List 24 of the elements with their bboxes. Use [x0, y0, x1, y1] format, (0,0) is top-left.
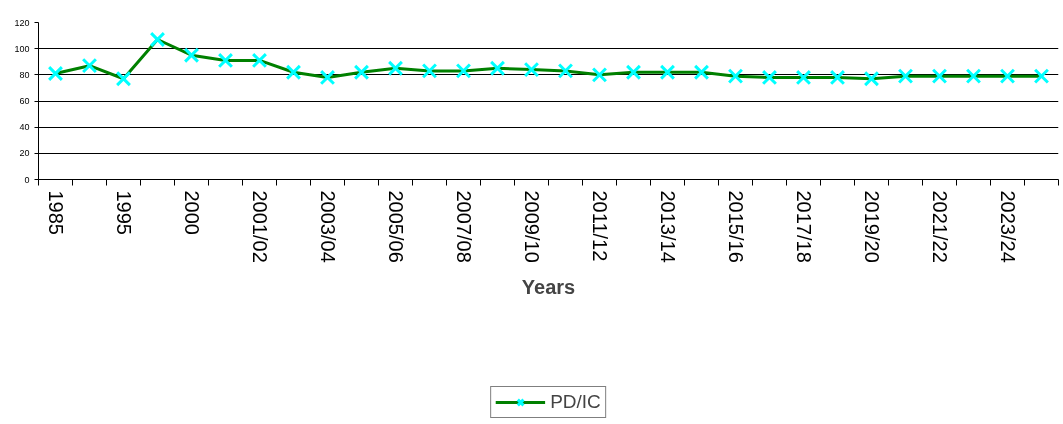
x-tick-label: 2009/10: [520, 190, 543, 263]
x-tick-label: 1985: [44, 190, 67, 235]
x-tick-label: 2013/14: [656, 190, 679, 263]
x-tick-label: 2019/20: [860, 190, 883, 263]
x-tick-label: 2001/02: [248, 190, 271, 263]
y-tick-label: 40: [19, 122, 30, 133]
x-tick-label: 2023/24: [996, 190, 1019, 263]
legend-label: PD/IC: [550, 391, 601, 413]
x-tick-label: 1995: [112, 190, 135, 235]
y-tick-label: 20: [19, 148, 30, 159]
x-tick-label: 2003/04: [316, 190, 339, 263]
x-tick-label: 2017/18: [792, 190, 815, 263]
x-tick-label: 2007/08: [452, 190, 475, 263]
y-tick-label: 80: [19, 69, 30, 80]
y-tick-label: 60: [19, 96, 30, 106]
y-tick-label: 120: [14, 17, 30, 28]
x-tick-label: 2000: [180, 190, 203, 235]
x-tick-label: 2021/22: [928, 190, 951, 263]
x-axis-title: Years: [521, 275, 576, 298]
y-tick-label: 0: [24, 174, 30, 185]
x-tick-label: 2005/06: [384, 190, 407, 263]
x-tick-label: 2015/16: [724, 190, 747, 263]
y-tick-label: 100: [14, 43, 30, 54]
x-tick-label: 2011/12: [588, 190, 611, 262]
